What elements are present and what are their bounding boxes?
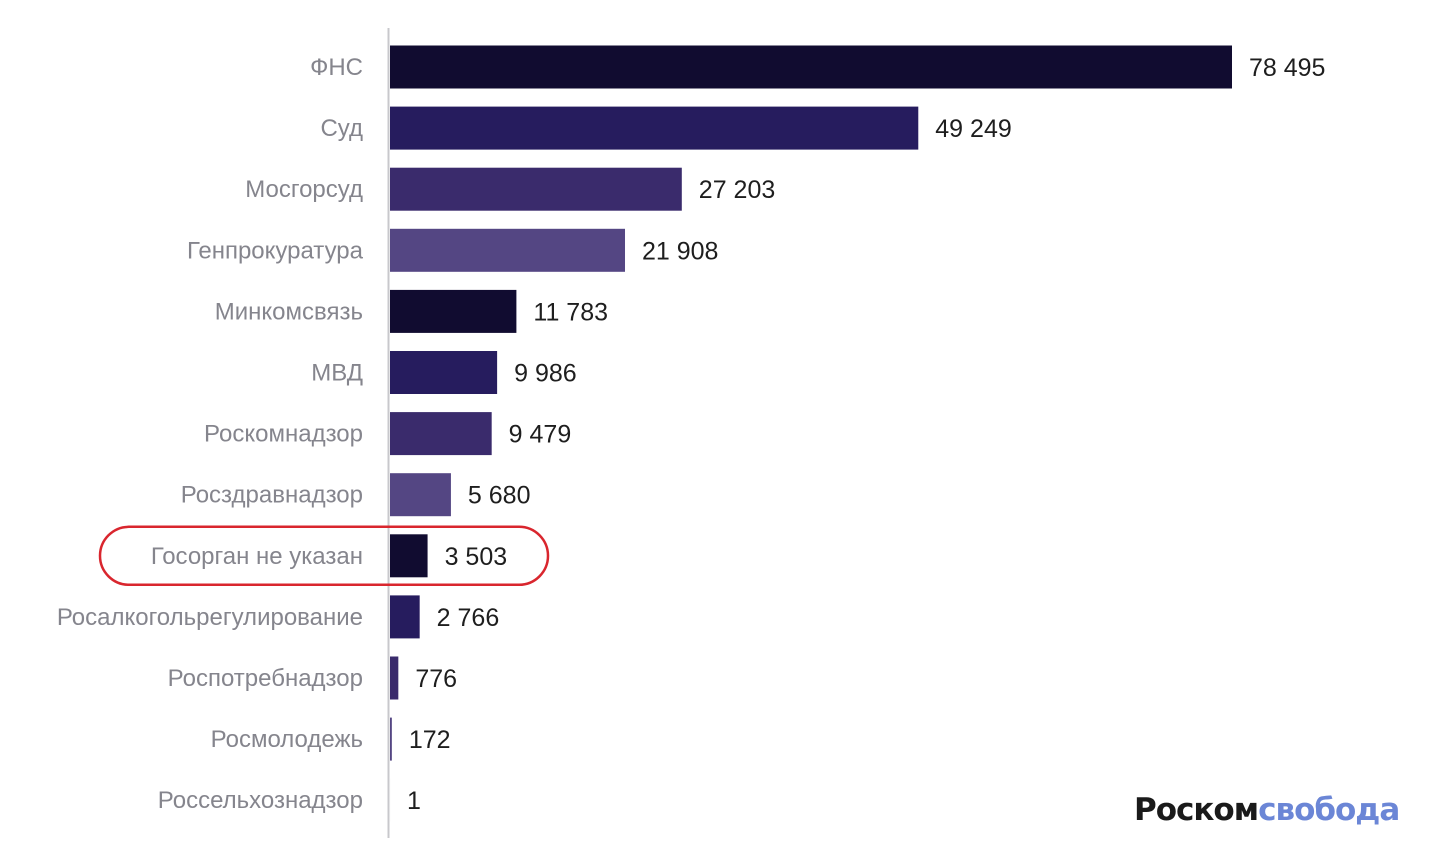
category-label: Роспотребнадзор	[168, 665, 363, 692]
highlight-outline	[98, 525, 550, 587]
value-label: 776	[415, 665, 457, 693]
category-label: Генпрокуратура	[187, 237, 364, 264]
bar-1	[390, 106, 919, 150]
bar-6	[390, 412, 492, 456]
category-label: Росздравнадзор	[181, 482, 363, 509]
bar-8	[390, 534, 428, 578]
category-label: Госорган не указан	[151, 543, 363, 570]
bar-7	[390, 473, 451, 517]
value-label: 5 680	[468, 482, 531, 510]
value-label: 49 249	[935, 115, 1011, 143]
logo-part-1: Роском	[1134, 792, 1259, 828]
value-label: 1	[407, 787, 421, 815]
value-label: 9 986	[514, 360, 577, 388]
logo-part-2: свобода	[1258, 792, 1400, 828]
bar-2	[390, 167, 682, 211]
bar-11	[390, 717, 392, 761]
value-label: 3 503	[445, 543, 508, 571]
value-label: 2 766	[437, 604, 500, 632]
category-label: Россельхознадзор	[158, 787, 363, 814]
category-label: Росмолодежь	[211, 726, 363, 753]
category-label: Мосгорсуд	[245, 176, 363, 203]
value-label: 78 495	[1249, 54, 1325, 82]
roskomsvoboda-logo: Роскомсвобода	[1134, 792, 1400, 828]
category-label: МВД	[311, 360, 363, 387]
category-label: Росалкогольрегулирование	[57, 604, 363, 631]
value-label: 21 908	[642, 237, 718, 265]
category-label: Роскомнадзор	[204, 421, 363, 448]
bar-9	[390, 595, 420, 639]
value-label: 11 783	[533, 298, 608, 326]
bar-3	[390, 228, 626, 272]
value-label: 172	[409, 726, 451, 754]
value-label: 27 203	[699, 176, 775, 204]
bar-10	[390, 656, 399, 700]
value-label: 9 479	[509, 421, 572, 449]
bar-4	[390, 289, 517, 333]
bar-0	[390, 45, 1232, 89]
bar-5	[390, 351, 498, 394]
category-label: ФНС	[310, 54, 363, 81]
category-label: Суд	[320, 115, 363, 142]
category-label: Минкомсвязь	[215, 298, 363, 325]
